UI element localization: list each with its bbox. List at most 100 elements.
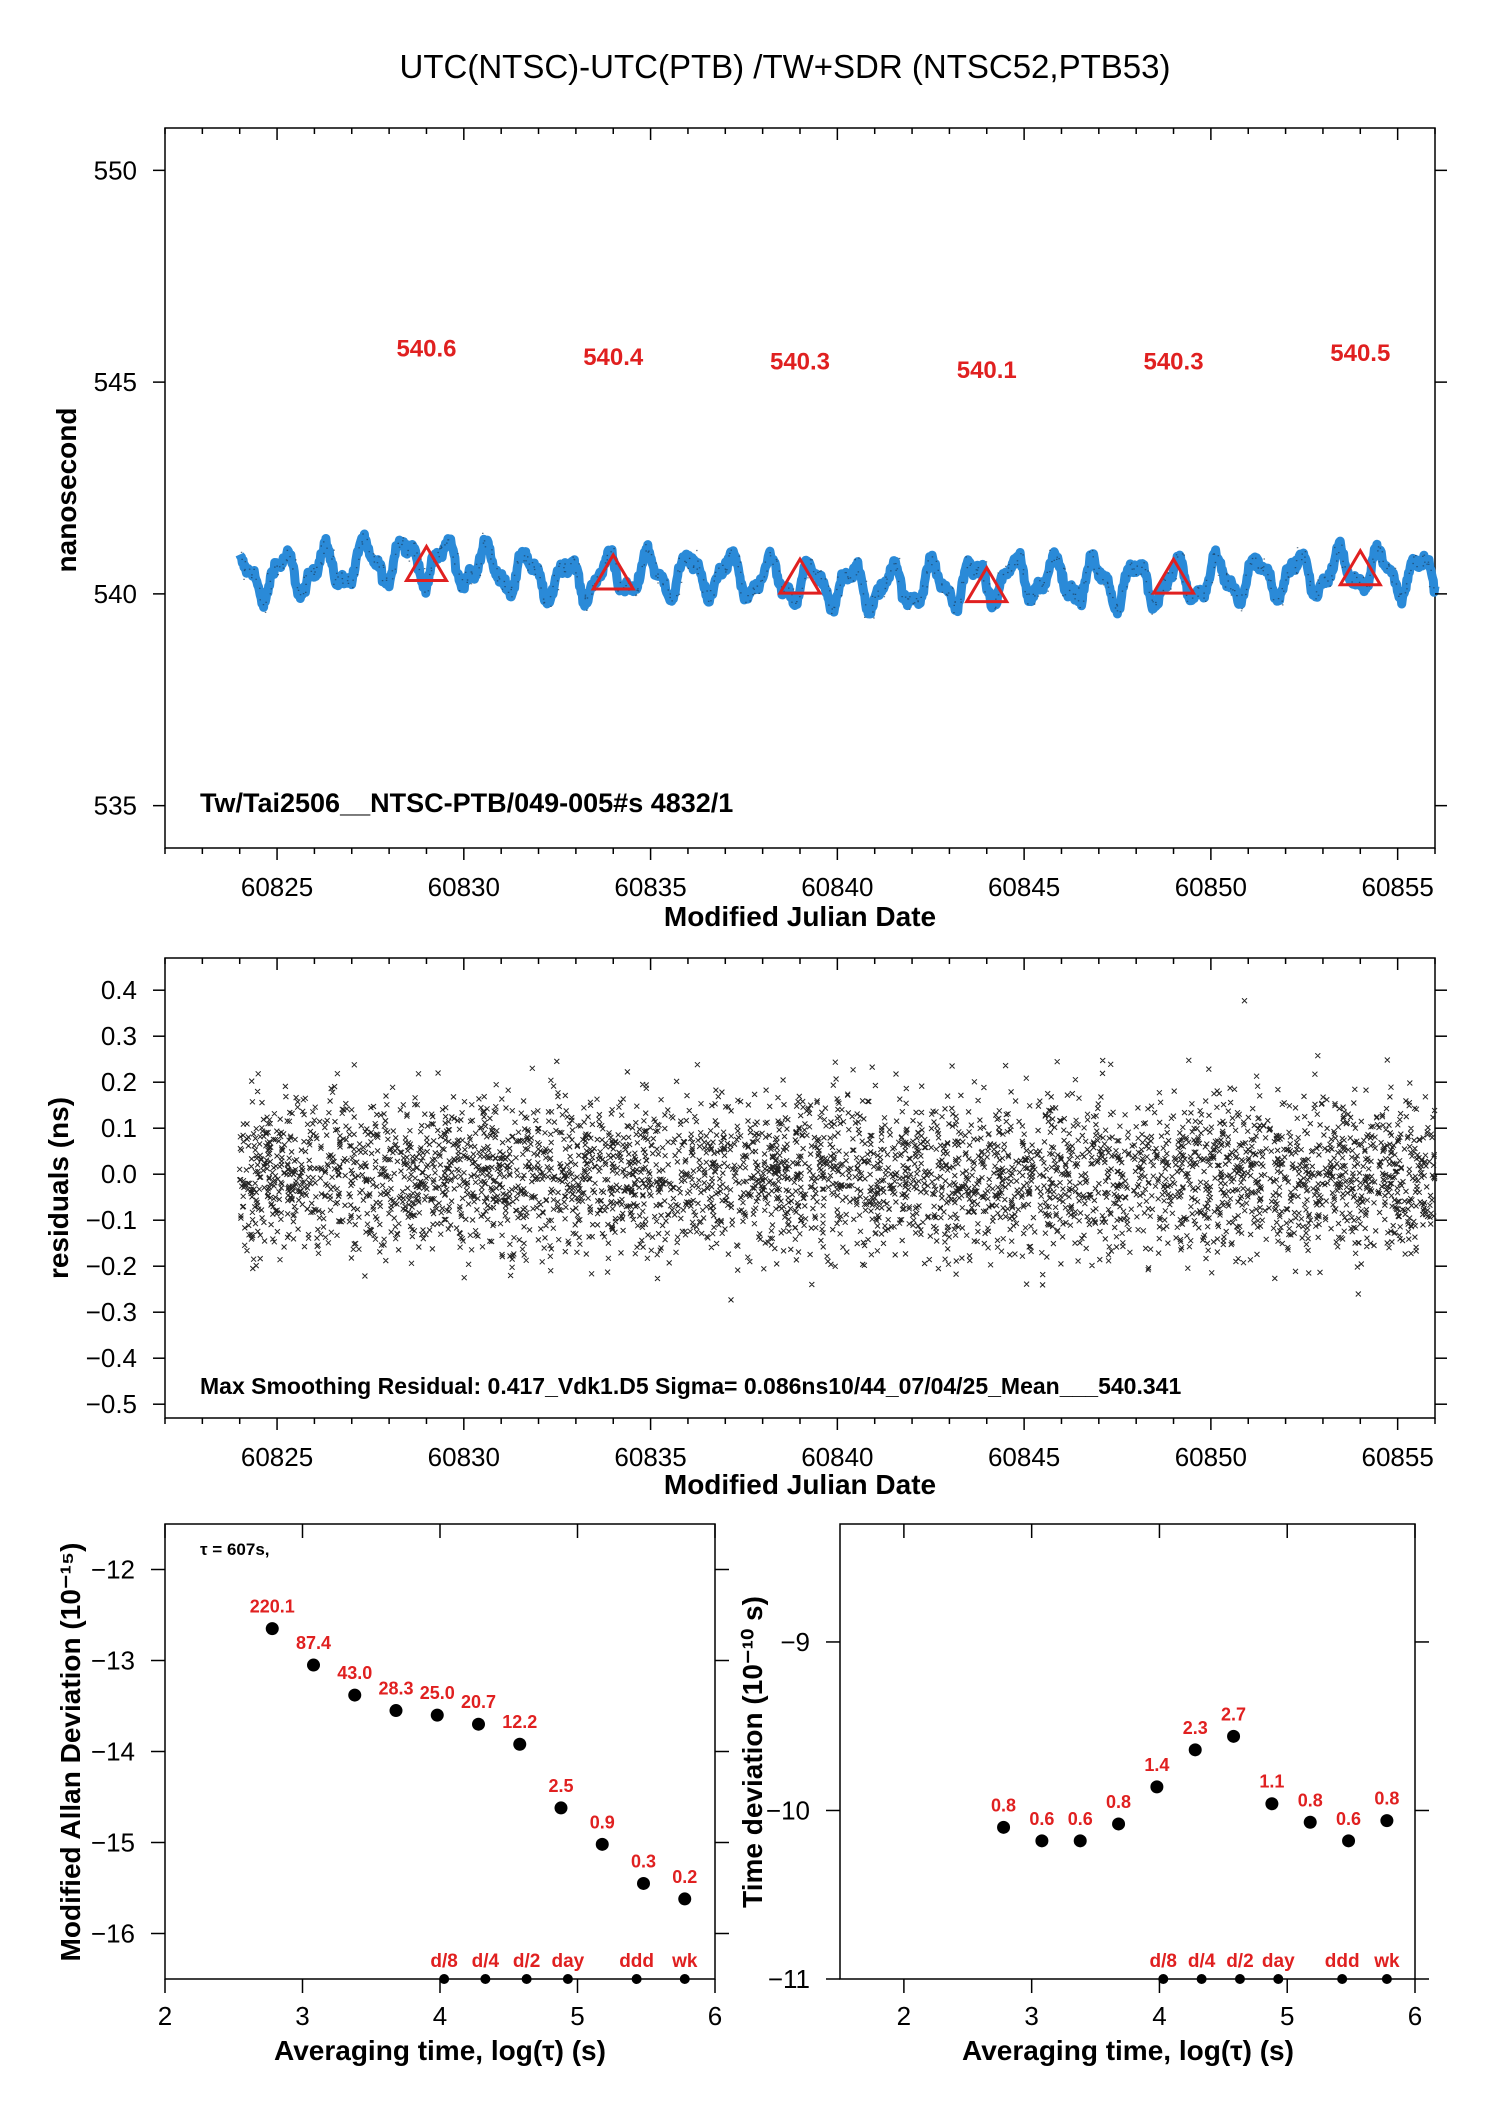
- top-panel: 540.6 540.4 540.3 540.1 540.3 540.5 60825 6083…: [51, 127, 1447, 932]
- residuals-series: [236, 997, 1438, 1303]
- deviation-label: 25.0: [420, 1683, 455, 1703]
- deviation-point: [1342, 1834, 1356, 1848]
- x-tick-label: 60850: [1175, 1442, 1247, 1472]
- x-tick-label: 60835: [614, 1442, 686, 1472]
- average-label: 540.3: [770, 348, 830, 375]
- interval-marker: [1337, 1974, 1348, 1984]
- y-tick-label: −15: [91, 1828, 135, 1858]
- y-tick-label: 0.4: [101, 975, 137, 1005]
- series-points: [240, 532, 1435, 619]
- tdev-axes: 2 3 4 5 6 −9 −10 −11: [766, 1524, 1429, 2031]
- x-tick-label: 60855: [1361, 1442, 1433, 1472]
- y-tick-label: −13: [91, 1646, 135, 1676]
- deviation-point: [1303, 1815, 1317, 1829]
- y-tick-label: −16: [91, 1919, 135, 1949]
- deviation-point: [265, 1622, 279, 1636]
- x-tick-label: 3: [1024, 2001, 1038, 2031]
- interval-marker: [1273, 1974, 1284, 1984]
- interval-label: d/8: [430, 1951, 457, 1972]
- top-series: 540.6 540.4 540.3 540.1 540.3 540.5: [235, 336, 1440, 619]
- interval-marker: [439, 1974, 450, 1984]
- top-plot-frame: [164, 127, 1436, 849]
- deviation-label: 0.6: [1336, 1809, 1361, 1829]
- average-label: 540.3: [1143, 348, 1203, 375]
- x-tick-label: 4: [433, 2001, 447, 2031]
- deviation-point: [1265, 1797, 1279, 1811]
- x-tick-label: 5: [1280, 2001, 1294, 2031]
- average-marker: [1150, 556, 1197, 595]
- x-tick-label: 2: [158, 2001, 172, 2031]
- y-tick-label: 545: [94, 367, 137, 397]
- residuals-ylabel: residuals (ns): [43, 1097, 74, 1279]
- y-tick-label: 0.1: [101, 1113, 137, 1143]
- interval-label: day: [552, 1951, 585, 1972]
- deviation-point: [472, 1717, 485, 1731]
- deviation-point: [1150, 1780, 1164, 1794]
- top-ylabel: nanosecond: [51, 408, 82, 573]
- x-tick-label: 3: [295, 2001, 309, 2031]
- average-marker: [590, 551, 636, 591]
- deviation-label: 0.6: [1029, 1809, 1054, 1829]
- y-tick-label: −0.4: [86, 1343, 137, 1373]
- x-tick-label: 6: [708, 2001, 722, 2031]
- interval-label: day: [1262, 1951, 1295, 1972]
- deviation-label: 2.7: [1221, 1704, 1246, 1724]
- y-tick-label: −14: [91, 1737, 135, 1767]
- y-tick-label: 0.3: [101, 1021, 137, 1051]
- interval-marker: [562, 1974, 573, 1984]
- x-tick-label: 60835: [614, 872, 686, 902]
- deviation-label: 0.3: [631, 1851, 656, 1871]
- x-tick-label: 60850: [1175, 872, 1247, 902]
- interval-marker: [1158, 1974, 1169, 1984]
- mdev-panel: 2 3 4 5 6 −12 −13 −14 −15 −16 220.187.4 43.0 28.3 25…: [55, 1523, 729, 2066]
- mdev-series: 220.187.4 43.0 28.3 25.0 20.7 12.2 2.5 0.9 0.3 0.…: [250, 1597, 698, 1984]
- deviation-point: [1073, 1834, 1087, 1848]
- interval-label: d/4: [472, 1951, 500, 1972]
- deviation-point: [997, 1820, 1011, 1834]
- deviation-label: 220.1: [250, 1597, 295, 1617]
- interval-label: d/8: [1150, 1951, 1177, 1972]
- y-tick-label: 540: [94, 579, 137, 609]
- mdev-plot-frame: [164, 1523, 716, 1980]
- y-tick-label: −11: [768, 1964, 810, 1994]
- x-tick-label: 60845: [988, 1442, 1060, 1472]
- deviation-label: 12.2: [502, 1712, 537, 1732]
- x-tick-label: 4: [1152, 2001, 1166, 2031]
- tdev-xlabel: Averaging time, log(τ) (s): [962, 2035, 1294, 2066]
- residuals-axes: 60825 60830 60835 60840 60845 60850 60855 0.4 0.…: [86, 958, 1447, 1472]
- tdev-series: 0.8 0.6 0.6 0.8 1.4 2.3 2.7 1.1 0.8 0.6 0.8 d/8 d/4 d…: [991, 1704, 1400, 1984]
- interval-label: d/2: [1226, 1951, 1253, 1972]
- deviation-point: [430, 1708, 444, 1722]
- y-tick-label: −10: [766, 1795, 810, 1825]
- interval-label: ddd: [1325, 1951, 1360, 1972]
- interval-label: d/2: [513, 1951, 540, 1972]
- deviation-label: 2.5: [548, 1776, 573, 1796]
- interval-marker: [1196, 1974, 1207, 1984]
- deviation-point: [1035, 1834, 1049, 1848]
- average-label: 540.4: [583, 344, 644, 371]
- deviation-point: [637, 1876, 650, 1890]
- interval-label: wk: [1373, 1951, 1400, 1972]
- x-tick-label: 60830: [428, 872, 500, 902]
- x-tick-label: 60855: [1361, 872, 1433, 902]
- deviation-point: [348, 1688, 362, 1702]
- y-tick-label: −0.5: [86, 1389, 137, 1419]
- average-marker: [403, 543, 450, 582]
- mdev-xlabel: Averaging time, log(τ) (s): [274, 2035, 606, 2066]
- deviation-label: 0.8: [1298, 1790, 1323, 1810]
- deviation-point: [513, 1737, 527, 1751]
- deviation-label: 0.8: [1106, 1792, 1131, 1812]
- deviation-label: 0.8: [1374, 1789, 1399, 1809]
- residual-points: [236, 997, 1438, 1303]
- interval-marker: [679, 1974, 690, 1984]
- average-label: 540.1: [957, 357, 1017, 384]
- residuals-panel: 60825 60830 60835 60840 60845 60850 60855 0.4 0.…: [43, 957, 1447, 1500]
- interval-label: d/4: [1188, 1951, 1216, 1972]
- deviation-point: [678, 1892, 692, 1906]
- x-tick-label: 60840: [801, 872, 873, 902]
- deviation-point: [1188, 1743, 1202, 1757]
- top-axes: 60825 60830 60835 60840 60845 60850 60855 535 54…: [94, 128, 1447, 902]
- interval-marker: [631, 1974, 642, 1984]
- interval-marker: [480, 1974, 491, 1984]
